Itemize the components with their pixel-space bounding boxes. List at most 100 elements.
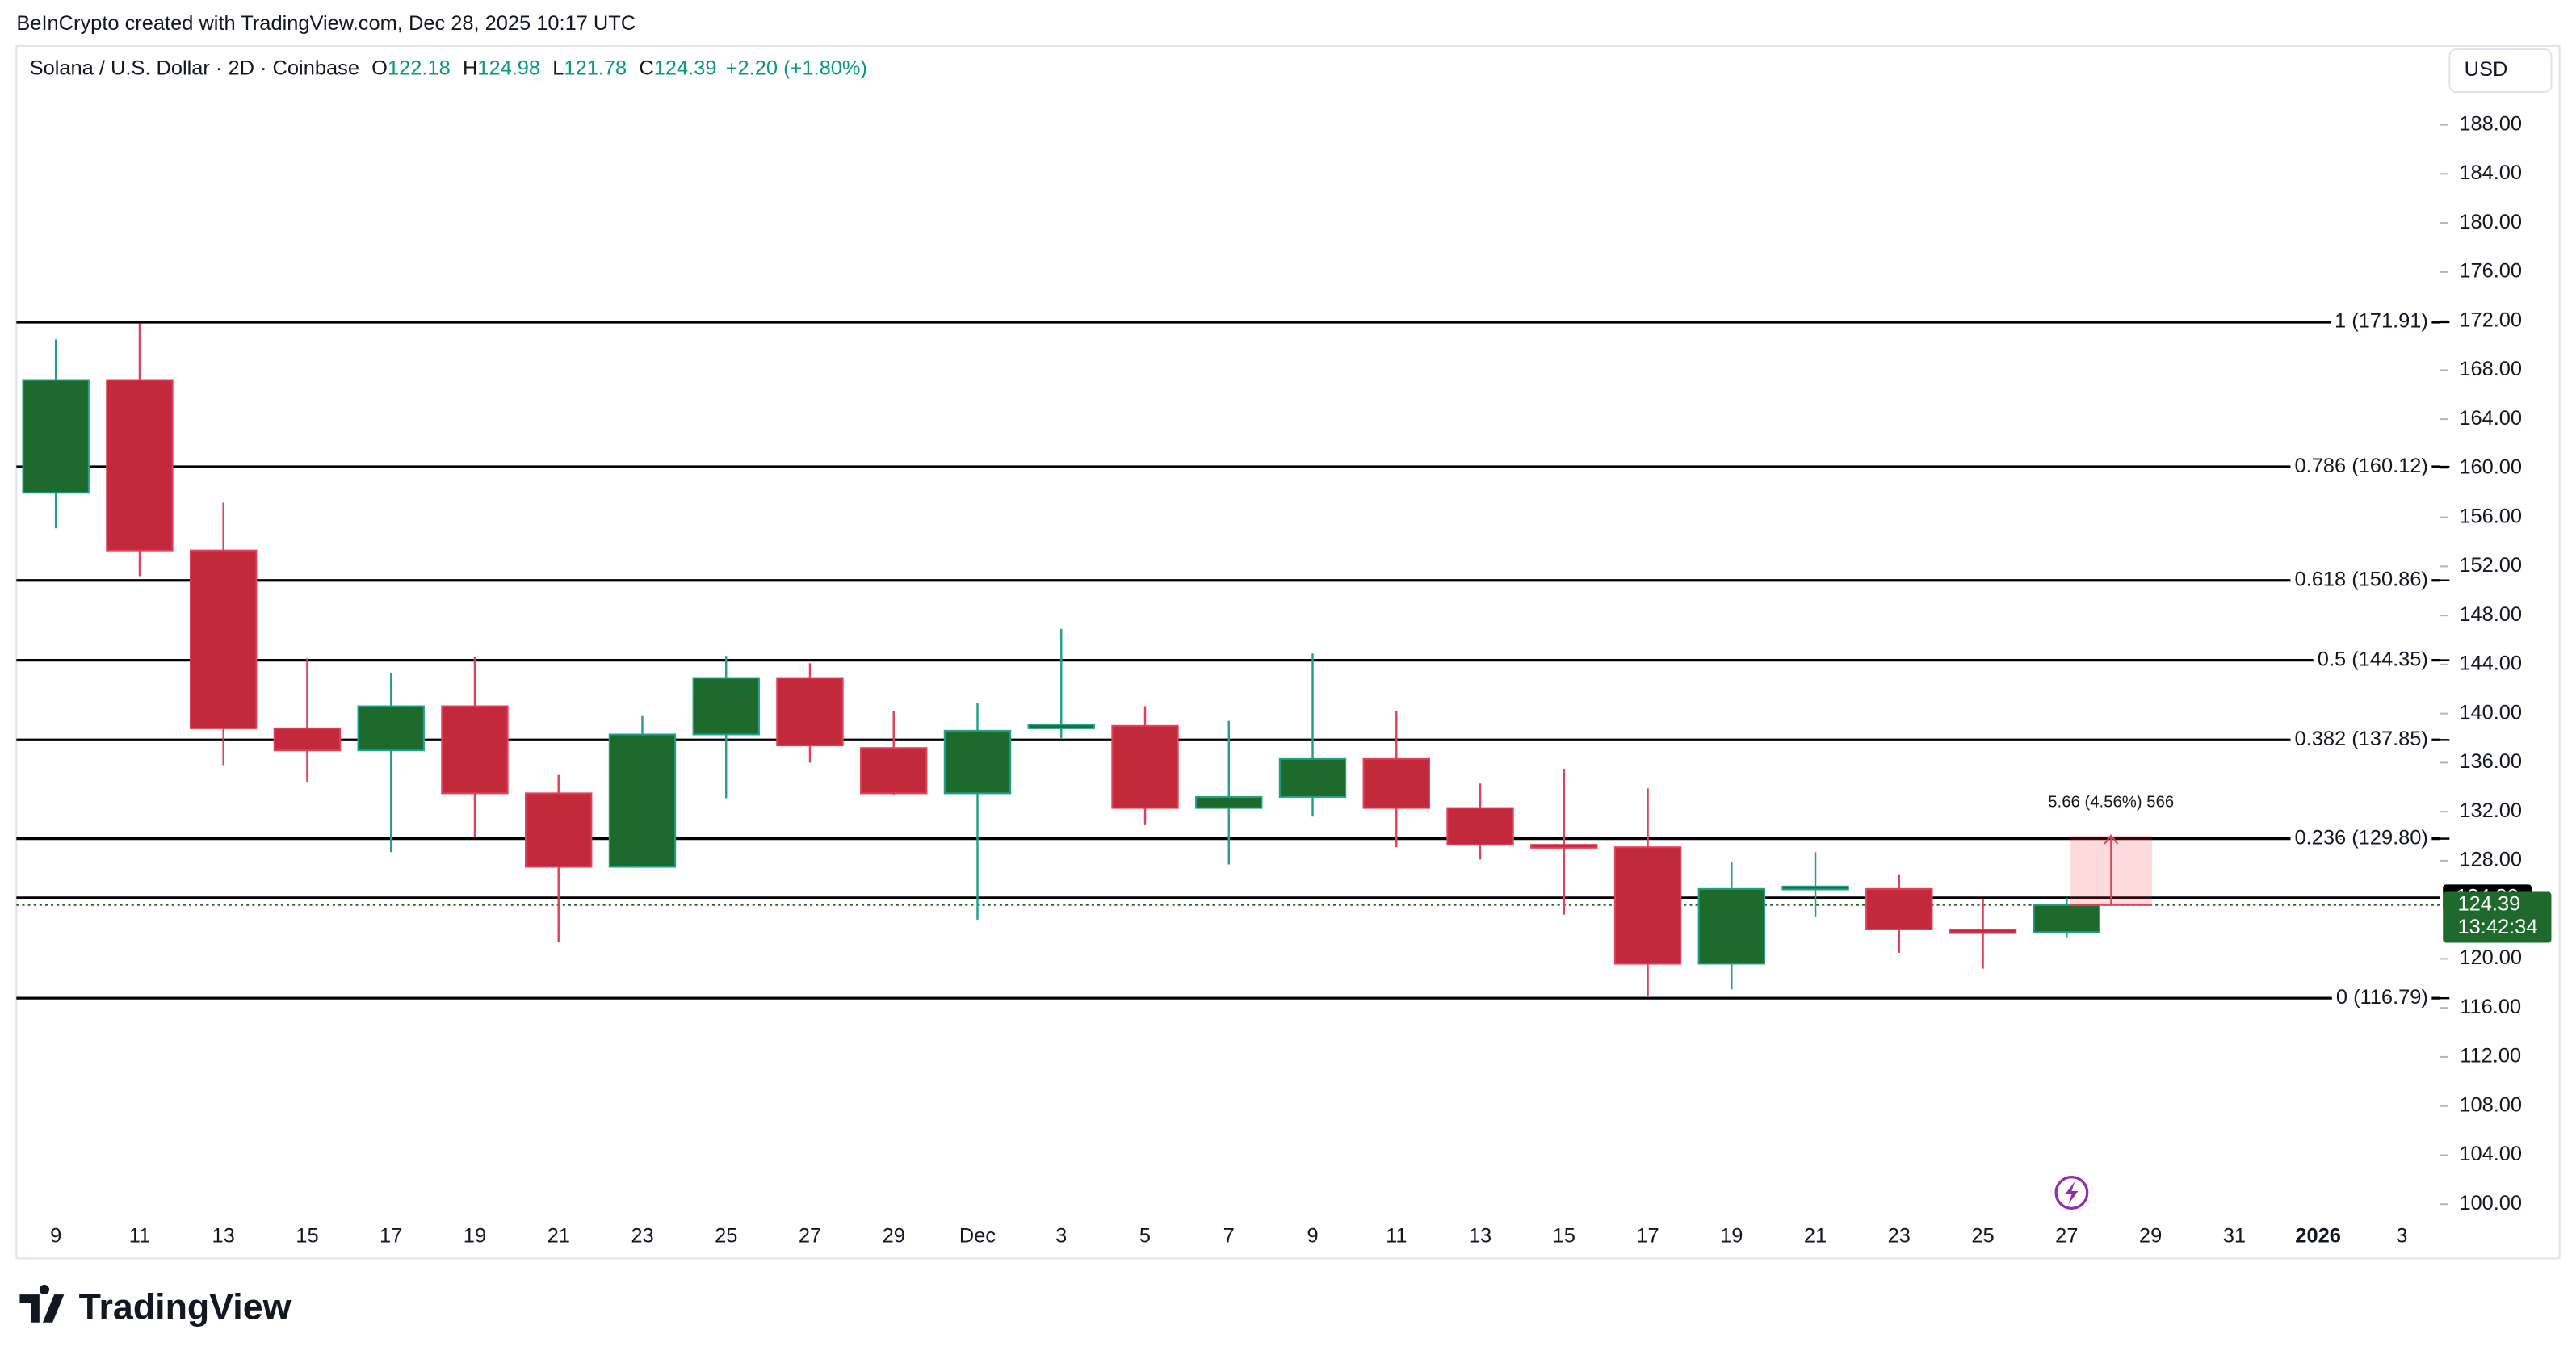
x-tick-label: 7 [1223,1225,1235,1248]
ohlc-value: 121.78 [564,57,627,79]
x-tick-label: 3 [1055,1225,1067,1248]
fib-label: 0.382 (137.85) [2295,728,2428,750]
ohlc-label: L [552,57,564,79]
x-tick-label: 23 [631,1225,653,1248]
y-tick-label: 180.00 [2459,211,2522,233]
watermark: BeInCrypto created with TradingView.com,… [16,12,636,35]
candle-body [1027,724,1095,729]
y-tick-label: 156.00 [2459,505,2522,527]
x-tick-label: 2026 [2295,1225,2341,1248]
candle-body [1613,846,1682,965]
x-tick-label: 13 [1469,1225,1491,1248]
candle-body [273,727,342,752]
x-tick-label: 15 [296,1225,318,1248]
candle-body [1111,724,1179,809]
fib-label: 0.236 (129.80) [2295,826,2428,849]
currency[interactable]: USD [2465,58,2508,81]
change: +2.20 (+1.80%) [726,57,867,79]
y-tick-label: 120.00 [2459,946,2522,969]
y-tick-label: 132.00 [2459,799,2522,822]
ohlc-label: C [639,57,653,79]
x-tick-label: 17 [380,1225,402,1248]
y-tick-label: 140.00 [2459,701,2522,724]
y-tick-label: 108.00 [2459,1093,2522,1116]
y-tick-label: 104.00 [2459,1143,2522,1165]
x-tick-label: 23 [1888,1225,1911,1248]
ohlc-value: 124.39 [654,57,717,79]
y-tick-label: 144.00 [2459,652,2522,675]
candle-body [22,379,90,494]
fib-label: 0.786 (160.12) [2295,455,2428,477]
x-tick-label: 27 [2055,1225,2078,1248]
candle-body [860,747,928,795]
candle-body [441,705,509,795]
measure-arrowhead [2104,834,2119,845]
x-tick-label: 27 [799,1225,821,1248]
x-tick-label: 25 [1971,1225,1994,1248]
ohlc-value: 122.18 [388,57,451,79]
x-tick-label: Dec [959,1225,996,1248]
y-tick-label: 168.00 [2459,358,2522,380]
fib-label: 0 (116.79) [2336,986,2428,1009]
x-tick-label: 19 [1720,1225,1743,1248]
candle-body [357,705,425,752]
header: Solana / U.S. Dollar · 2D · Coinbase O12… [30,57,867,79]
currency-box[interactable] [2448,48,2553,93]
ohlc-label: H [463,57,477,79]
measure-label: 5.66 (4.56%) 566 [2048,793,2174,811]
candle-body [1362,757,1430,809]
fib-label: 0.618 (150.86) [2295,568,2428,590]
price-badge [2443,891,2552,943]
x-tick-label: 15 [1553,1225,1575,1248]
x-tick-label: 25 [715,1225,737,1248]
candle-body [1446,807,1514,846]
candle-body [608,733,677,868]
candle-body [2033,904,2101,933]
candle-body [943,729,1012,795]
candle-body [525,792,593,868]
candle-body [1278,757,1347,798]
x-tick-label: 9 [50,1225,61,1248]
candle-body [1865,887,1933,930]
x-tick-label: 3 [2396,1225,2407,1248]
candle-body [1195,795,1263,809]
y-tick-label: 160.00 [2459,456,2522,479]
y-tick-label: 188.00 [2459,112,2522,135]
y-tick-label: 112.00 [2460,1045,2521,1068]
fib-label: 1 (171.91) [2335,310,2428,333]
logo-text: TradingView [79,1286,292,1327]
y-tick-label: 148.00 [2459,603,2522,626]
x-tick-label: 11 [1386,1225,1407,1248]
logo: TradingView [19,1284,292,1327]
chart-frame [15,44,2561,1260]
candle-body [692,677,760,736]
y-tick-label: 152.00 [2459,554,2522,577]
y-tick-label: 128.00 [2459,849,2522,871]
y-tick-label: 136.00 [2459,750,2522,773]
lightning-icon [2054,1176,2089,1210]
fib-label: 0.5 (144.35) [2318,648,2428,670]
candle-body [106,379,174,552]
y-tick-label: 184.00 [2459,162,2522,184]
candle-body [1697,887,1766,965]
y-tick-label: 164.00 [2459,407,2522,430]
countdown: 13:42:34 [2458,916,2538,938]
ohlc-value: 124.98 [477,57,540,79]
chart-title: Solana / U.S. Dollar · 2D · Coinbase [30,57,359,79]
x-tick-label: 21 [548,1225,570,1248]
x-tick-label: 11 [129,1225,150,1248]
price-badge-label: 124.39 [2458,892,2521,915]
x-tick-label: 31 [2223,1225,2246,1248]
y-tick-label: 176.00 [2459,260,2522,283]
x-tick-label: 17 [1636,1225,1659,1248]
y-tick-label: 172.00 [2459,308,2522,331]
candle-body [1949,928,2017,934]
x-tick-label: 29 [883,1225,905,1248]
y-tick-label: 100.00 [2459,1192,2522,1214]
x-tick-label: 13 [212,1225,235,1248]
ohlc-label: O [371,57,388,79]
x-tick-label: 21 [1804,1225,1827,1248]
x-tick-label: 19 [464,1225,486,1248]
